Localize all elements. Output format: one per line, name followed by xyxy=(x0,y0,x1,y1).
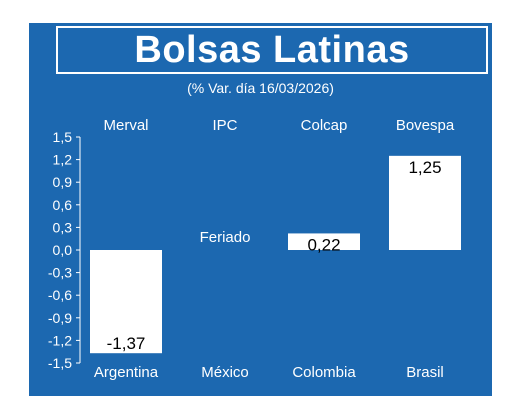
data-label: 0,22 xyxy=(307,235,340,254)
bar-merval xyxy=(90,250,162,354)
category-label: Bovespa xyxy=(396,117,455,134)
y-tick-label: 1,2 xyxy=(53,152,73,168)
category-label: Colcap xyxy=(301,117,348,134)
y-tick-label: 0,0 xyxy=(53,242,73,258)
y-tick-label: -1,5 xyxy=(48,355,72,371)
country-label: México xyxy=(201,364,249,381)
chart-title: Bolsas Latinas xyxy=(134,28,410,71)
y-tick-label: 1,5 xyxy=(53,129,73,145)
y-tick-label: 0,9 xyxy=(53,174,73,190)
note-label: Feriado xyxy=(200,229,251,246)
y-tick-label: 0,3 xyxy=(53,219,73,235)
category-label: Merval xyxy=(103,117,148,134)
bar-bovespa xyxy=(389,155,461,250)
y-tick-label: -0,9 xyxy=(48,310,72,326)
y-tick-label: 0,6 xyxy=(53,197,73,213)
title-box: Bolsas Latinas xyxy=(56,26,488,74)
data-label: 1,25 xyxy=(408,158,441,177)
chart-subtitle: (% Var. día 16/03/2026) xyxy=(187,80,334,96)
data-label: -1,37 xyxy=(107,334,146,353)
country-label: Colombia xyxy=(292,364,356,381)
country-label: Brasil xyxy=(406,364,444,381)
y-tick-label: -0,3 xyxy=(48,265,72,281)
y-tick-label: -1,2 xyxy=(48,332,72,348)
country-label: Argentina xyxy=(94,364,159,381)
y-tick-label: -0,6 xyxy=(48,287,72,303)
bar-colcap xyxy=(288,233,360,250)
category-label: IPC xyxy=(212,117,237,134)
